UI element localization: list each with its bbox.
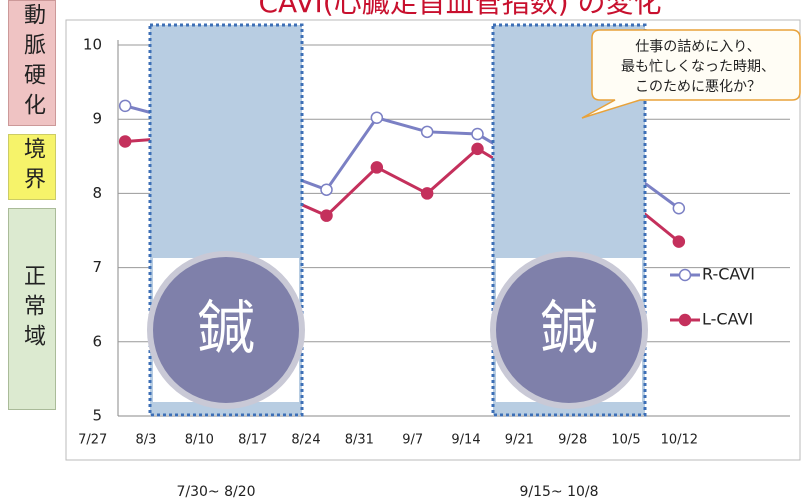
- overlay-label: 鍼: [197, 294, 255, 362]
- x-tick-label: 9/28: [558, 433, 587, 448]
- x-tick-label: 9/14: [451, 433, 480, 448]
- callout-text: このために悪化か？: [635, 79, 761, 95]
- data-point: [471, 142, 484, 156]
- data-point: [118, 99, 132, 113]
- callout-text: 最も忙しくなった時期、: [621, 59, 775, 75]
- x-tick-label: 10/5: [611, 433, 640, 448]
- zone-sclerosis: 動脈硬化: [8, 0, 56, 126]
- callout-text: 仕事の詰めに入り、: [635, 39, 760, 55]
- zone-border: 境界: [8, 134, 56, 200]
- period-caption: 7/30~ 8/20: [176, 484, 255, 500]
- legend-marker: [678, 268, 692, 282]
- data-point: [471, 127, 484, 141]
- overlay-label: 鍼: [540, 294, 598, 362]
- data-point: [370, 161, 384, 174]
- legend-label: L-CAVI: [702, 310, 753, 329]
- data-point: [320, 183, 333, 196]
- x-tick-label: 8/24: [291, 433, 320, 448]
- data-point: [370, 111, 384, 124]
- chart-title: CAVI(心臓足首血管指数) の変化: [258, 0, 661, 19]
- plot-frame: [65, 19, 801, 461]
- y-tick-label: 6: [92, 332, 102, 350]
- x-tick-label: 8/17: [238, 433, 267, 448]
- y-tick-label: 8: [92, 184, 102, 202]
- data-point: [420, 125, 434, 139]
- overlay-circle: [490, 251, 648, 409]
- y-tick-label: 7: [92, 258, 102, 276]
- y-tick-label: 5: [92, 407, 102, 425]
- x-tick-label: 10/12: [661, 433, 698, 448]
- zone-normal: 正常域: [8, 208, 56, 410]
- data-point: [672, 201, 686, 215]
- period-caption: 9/15~ 10/8: [519, 484, 598, 500]
- data-point: [118, 135, 132, 148]
- x-tick-label: 8/31: [345, 433, 374, 448]
- x-tick-label: 7/27: [78, 433, 107, 448]
- data-point: [320, 209, 333, 222]
- legend-marker: [678, 313, 692, 327]
- data-point: [672, 235, 686, 248]
- x-tick-label: 9/21: [505, 433, 534, 448]
- x-tick-label: 8/3: [136, 433, 157, 448]
- legend-label: R-CAVI: [702, 265, 755, 284]
- data-point: [420, 187, 434, 200]
- x-tick-label: 8/10: [185, 433, 214, 448]
- y-tick-label: 9: [92, 110, 102, 128]
- callout: [581, 29, 801, 119]
- overlay-circle: [147, 251, 305, 409]
- x-tick-label: 9/7: [402, 433, 423, 448]
- y-tick-label: 10: [83, 36, 102, 54]
